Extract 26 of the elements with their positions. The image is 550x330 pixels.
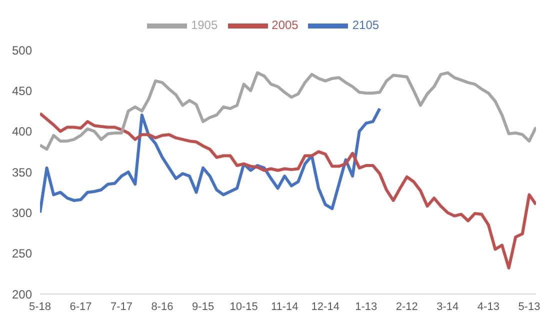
- y-tick-label: 500: [12, 43, 32, 58]
- x-tick-label: 11-14: [270, 300, 298, 313]
- line-series: [40, 71, 536, 151]
- x-tick-label: 4-13: [477, 300, 500, 313]
- x-tick-label: 2-12: [396, 300, 418, 313]
- x-tick-label: 10-15: [230, 300, 258, 313]
- x-tick-label: 3-14: [436, 300, 459, 313]
- line-series: [40, 107, 382, 214]
- y-tick-label: 400: [12, 124, 32, 139]
- y-tick-label: 350: [12, 165, 32, 180]
- x-tick-label: 6-17: [70, 300, 92, 313]
- x-tick-label: 7-17: [110, 300, 133, 313]
- y-tick-label: 200: [12, 287, 32, 302]
- x-tick-label: 9-15: [192, 300, 214, 313]
- line-series: [40, 112, 536, 270]
- x-tick-label: 5-18: [28, 300, 52, 313]
- y-tick-label: 450: [12, 84, 32, 98]
- x-tick-label: 5-13: [518, 300, 540, 313]
- x-tick-label: 1-13: [355, 300, 378, 313]
- y-tick-label: 250: [12, 246, 32, 261]
- legend-label: 2005: [272, 18, 298, 32]
- legend-label: 2105: [352, 18, 380, 32]
- x-tick-label: 8-16: [151, 300, 174, 313]
- y-tick-label: 300: [12, 206, 32, 220]
- x-tick-label: 12-14: [311, 300, 340, 313]
- legend-label: 1905: [190, 18, 218, 32]
